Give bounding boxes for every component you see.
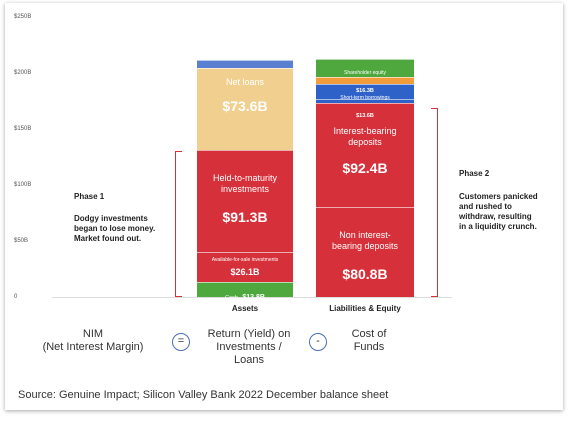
liabilities-equity-bar: Non interest-bearing deposits $80.8B Inter… <box>316 59 414 297</box>
segment-other <box>316 77 414 84</box>
y-tick-label: $150B <box>14 126 32 132</box>
segment-other-liabilities <box>316 98 414 104</box>
minus-sign: - <box>309 333 327 351</box>
phase2-title: Phase 2 <box>459 169 490 178</box>
formula-nim: NIM (Net Interest Margin) <box>42 328 144 353</box>
segment-value: $13.8B <box>242 294 265 302</box>
segment-label-short-term-borrowings: Short-term borrowings $13.6B <box>316 86 414 122</box>
formula-return-yield: Return (Yield) on Investments / Loans <box>207 328 291 366</box>
segment-label-non-interest-bearing-deposits: Non interest-bearing deposits $80.8B <box>316 230 414 282</box>
segment-cash: Cash $13.8B <box>197 281 293 301</box>
segment-name: Cash <box>225 295 238 302</box>
phase1-bracket <box>175 151 182 297</box>
phase1-title: Phase 1 <box>74 192 105 201</box>
segment-value: $91.3B <box>222 209 268 226</box>
segment-label-available-for-sale-investments: Available-for-sale investments $26.1B <box>197 257 293 277</box>
segment-non-interest-bearing-deposits: Non interest-bearing deposits $80.8B <box>316 206 414 297</box>
segment-name: Net loans <box>225 76 265 87</box>
segment-value: $26.1B <box>230 267 260 278</box>
segment-value: $92.4B <box>342 160 388 177</box>
segment-name: Non interest-bearing deposits <box>331 229 399 251</box>
segment-label-cash: Cash $13.8B <box>197 286 293 304</box>
y-tick-label: 0 <box>14 294 18 300</box>
source-note: Source: Genuine Impact; Silicon Valley B… <box>18 389 389 401</box>
segment-available-for-sale-investments: Available-for-sale investments $26.1B <box>197 252 293 282</box>
segment-name: Shareholder equity <box>344 70 386 77</box>
y-tick-label: $200B <box>14 70 32 76</box>
segment-value: $73.6B <box>222 97 268 114</box>
x-label-liabilities-equity: Liabilities & Equity <box>329 304 401 313</box>
segment-value: $16.3B <box>356 88 374 95</box>
segment-label-net-loans: Net loans $73.6B <box>197 77 293 114</box>
y-tick-label: $50B <box>14 238 29 244</box>
y-tick-label: $250B <box>14 14 32 20</box>
phase1-text: Dodgy investments began to lose money. M… <box>74 214 156 243</box>
formula-cost-of-funds: Cost of Funds <box>351 328 387 353</box>
segment-label-interest-bearing-deposits: Interest-bearing deposits $92.4B <box>316 126 414 176</box>
equals-sign: = <box>172 333 190 351</box>
y-tick-label: $100B <box>14 182 32 188</box>
segment-net-loans: Net loans $73.6B <box>197 67 293 151</box>
segment-name: Available-for-sale investments <box>211 257 279 264</box>
assets-bar: Cash $13.8B Available-for-sale investment… <box>197 59 293 301</box>
segment-shareholder-equity: Shareholder equity $16.3B <box>316 59 414 94</box>
segment-name: Interest-bearing deposits <box>333 126 397 148</box>
segment-name: Short-term borrowings <box>340 94 390 101</box>
segment-label-held-to-maturity-investments: Held-to-maturity investments $91.3B <box>197 173 293 225</box>
segment-value: $13.6B <box>356 112 374 119</box>
x-axis-line <box>52 297 452 298</box>
segment-short-term-borrowings: Short-term borrowings $13.6B <box>316 83 414 119</box>
segment-value: $80.8B <box>342 265 388 282</box>
segment-held-to-maturity-investments: Held-to-maturity investments $91.3B <box>197 150 293 253</box>
segment-label-shareholder-equity: Shareholder equity $16.3B <box>316 61 414 97</box>
phase2-text: Customers panicked and rushed to withdra… <box>459 192 538 231</box>
segment-other-assets <box>197 59 293 68</box>
phase2-bracket <box>431 108 438 297</box>
segment-name: Held-to-maturity investments <box>212 173 277 195</box>
segment-interest-bearing-deposits: Interest-bearing deposits $92.4B <box>316 103 414 207</box>
x-label-assets: Assets <box>231 304 259 313</box>
